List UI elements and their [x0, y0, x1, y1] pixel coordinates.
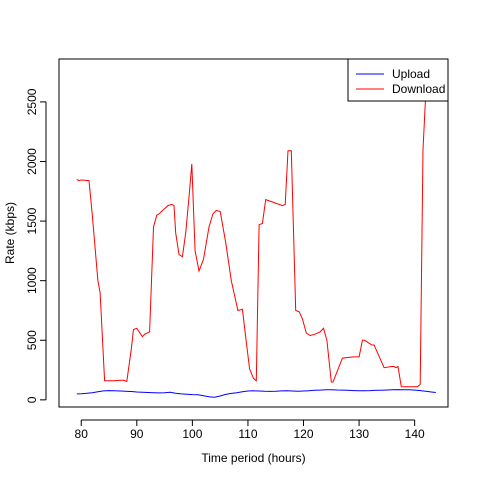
y-tick-label: 1000: [25, 267, 39, 294]
x-tick-label: 140: [405, 427, 425, 441]
y-tick-label: 2000: [25, 148, 39, 175]
x-tick-label: 120: [293, 427, 313, 441]
y-tick-label: 500: [25, 330, 39, 350]
y-tick-label: 1500: [25, 207, 39, 234]
x-tick-label: 80: [75, 427, 89, 441]
y-axis-label: Rate (kbps): [3, 202, 17, 264]
x-tick-label: 90: [130, 427, 144, 441]
legend-label-download: Download: [392, 82, 445, 96]
plot-frame: [58, 58, 449, 408]
x-tick-label: 130: [349, 427, 369, 441]
x-axis-label: Time period (hours): [201, 451, 305, 465]
series-line-download: [76, 58, 429, 388]
x-tick-label: 110: [238, 427, 257, 441]
legend-box: [347, 58, 449, 102]
x-axis: 80 90 100 110 120 130 140: [75, 419, 425, 441]
y-axis: 0 500 1000 1500 2000 2500: [25, 88, 47, 403]
legend: Upload Download: [347, 58, 449, 102]
legend-label-upload: Upload: [392, 67, 430, 81]
y-tick-label: 0: [25, 396, 39, 403]
x-tick-label: 100: [182, 427, 202, 441]
plot-lines: [76, 58, 436, 398]
y-tick-label: 2500: [25, 88, 39, 115]
series-line-upload: [76, 389, 436, 398]
